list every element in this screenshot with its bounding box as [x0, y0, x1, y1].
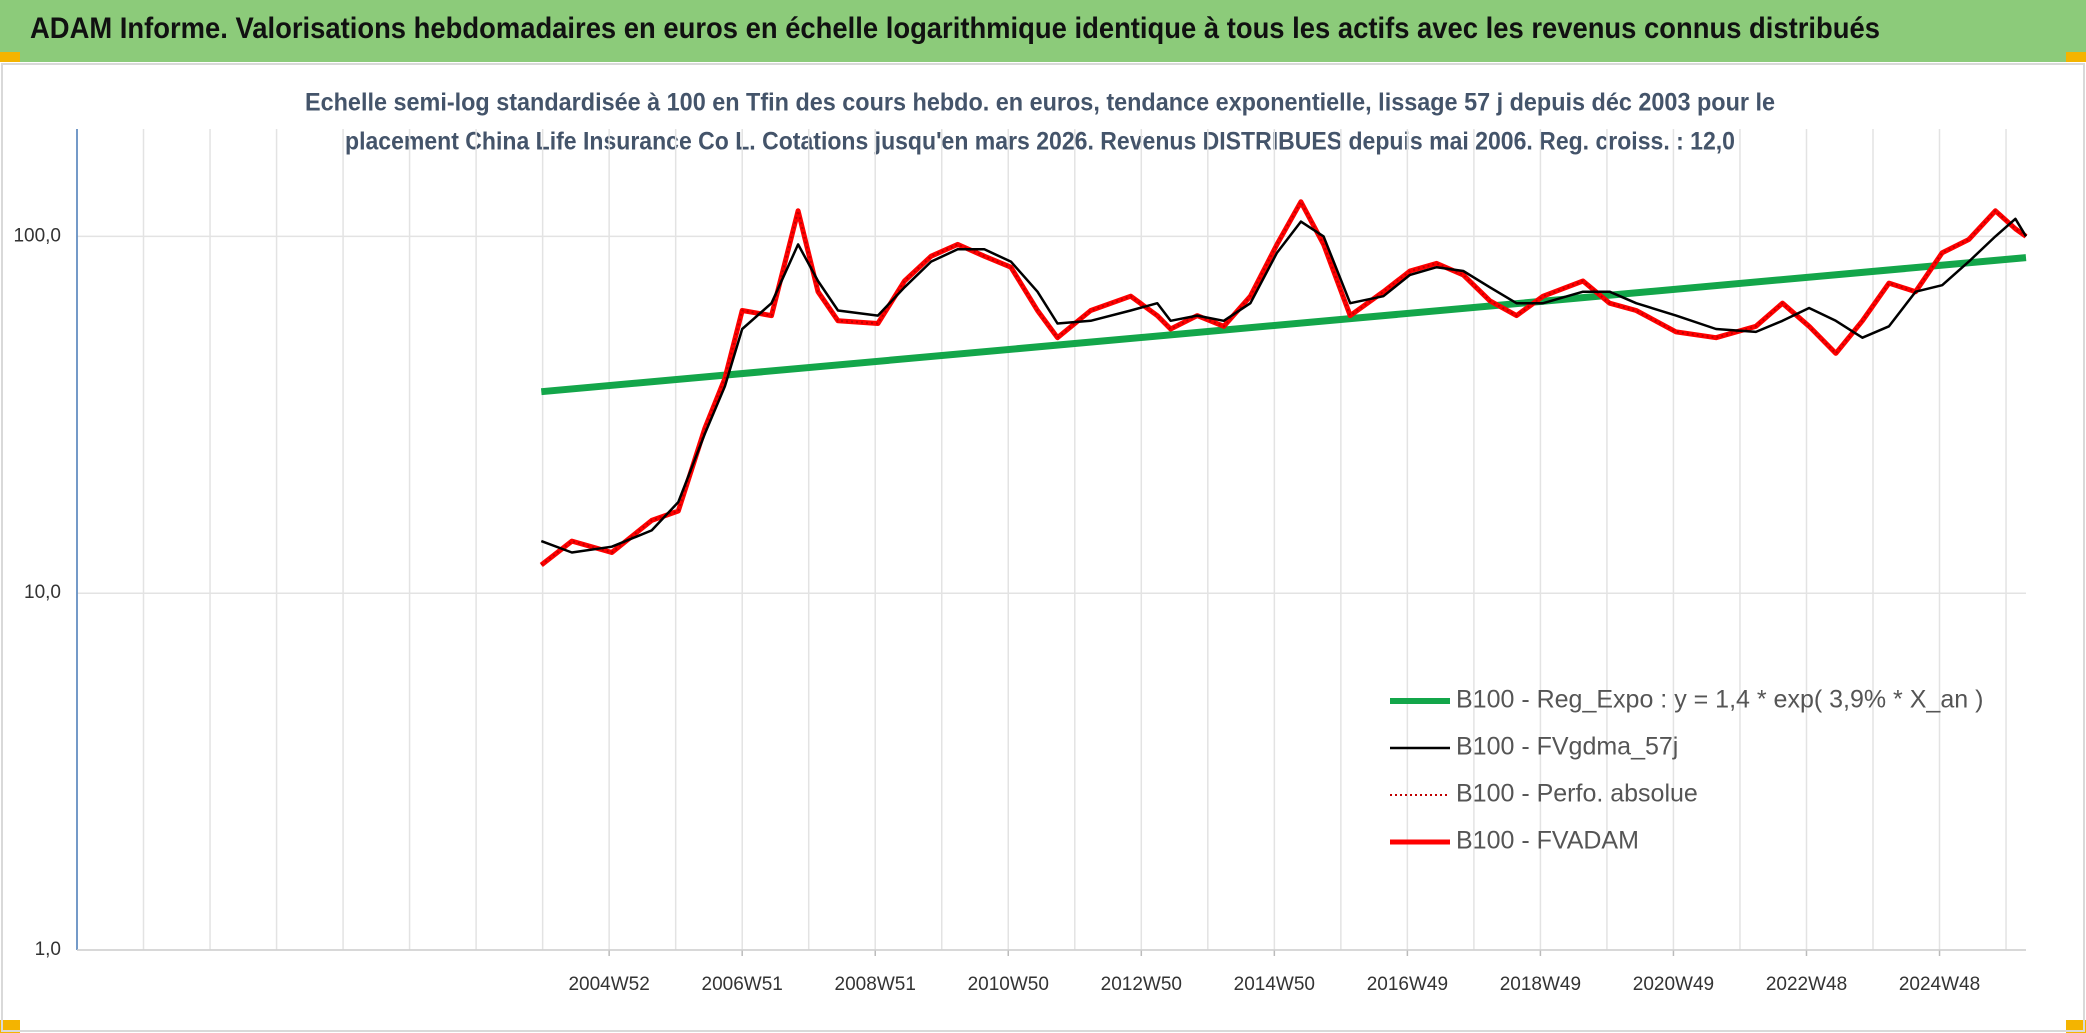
legend-label: B100 - Perfo. absolue: [1456, 780, 1698, 808]
series-line: [540, 200, 2027, 566]
x-tick-label: 2016W49: [1367, 974, 1448, 995]
x-tick-label: 2020W49: [1633, 974, 1714, 995]
chart-border: [1, 63, 2085, 1032]
y-tick-label: 100,0: [13, 225, 61, 246]
title-bar: [0, 0, 2086, 62]
corner: [2066, 1020, 2086, 1033]
corner: [0, 52, 20, 62]
series-line: [540, 217, 2028, 554]
x-tick-label: 2008W51: [835, 974, 916, 995]
y-tick-label: 10,0: [24, 582, 61, 603]
corner: [2066, 52, 2086, 62]
x-tick-label: 2010W50: [968, 974, 1049, 995]
x-tick-label: 2012W50: [1101, 974, 1182, 995]
plot: [539, 199, 2028, 567]
y-tick-label: 1,0: [35, 939, 61, 960]
x-tick-label: 2004W52: [568, 974, 649, 995]
x-tick-label: 2014W50: [1234, 974, 1315, 995]
chart-subtitle: Echelle semi-log standardisée à 100 en T…: [305, 89, 1775, 117]
chart-title: ADAM Informe. Valorisations hebdomadaire…: [30, 12, 1880, 45]
x-tick-label: 2006W51: [702, 974, 783, 995]
legend-label: B100 - Reg_Expo : y = 1,4 * exp( 3,9% * …: [1456, 686, 1983, 714]
legend: B100 - Reg_Expo : y = 1,4 * exp( 3,9% * …: [1390, 686, 1983, 855]
series-line: [540, 254, 2027, 396]
x-tick-label: 2018W49: [1500, 974, 1581, 995]
chart-subtitle: placement China Life Insurance Co L. Cot…: [345, 128, 1735, 156]
x-tick-label: 2024W48: [1899, 974, 1980, 995]
x-tick-label: 2022W48: [1766, 974, 1847, 995]
legend-label: B100 - FVgdma_57j: [1456, 733, 1678, 761]
corner: [0, 1020, 20, 1033]
legend-label: B100 - FVADAM: [1456, 827, 1639, 855]
